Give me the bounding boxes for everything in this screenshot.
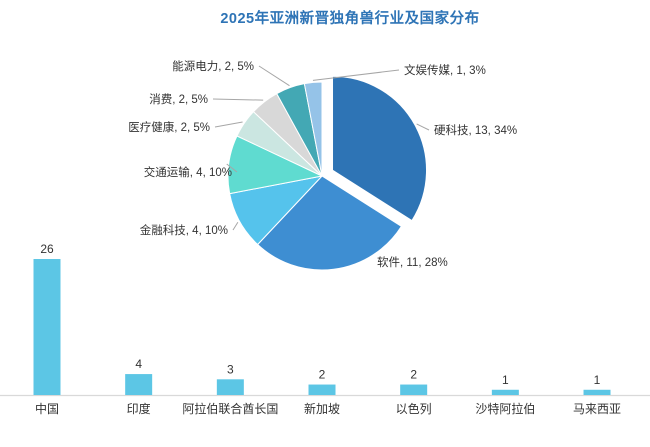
bar-value-label-以色列: 2 [410,368,417,382]
bar-value-label-阿拉伯联合酋长国: 3 [227,362,234,376]
leader-line-交通运输 [226,163,238,173]
pie-data-label-软件: 软件, 11, 28% [377,255,448,269]
leader-line-文娱传媒 [312,69,400,81]
bar-category-label-新加坡: 新加坡 [304,401,340,416]
bar-category-label-印度: 印度 [127,401,151,416]
pie-data-label-医疗健康: 医疗健康, 2, 5% [128,120,210,134]
bar-category-label-沙特阿拉伯: 沙特阿拉伯 [475,401,535,416]
page-title: 2025年亚洲新晋独角兽行业及国家分布 [220,11,480,27]
bar-value-label-印度: 4 [135,357,142,371]
bar-value-label-沙特阿拉伯: 1 [502,373,509,387]
bar-category-label-阿拉伯联合酋长国: 阿拉伯联合酋长国 [182,401,278,416]
pie-slice-硬科技 [332,75,427,222]
pie-slice-文娱传媒 [303,81,323,177]
pie-data-label-交通运输: 交通运输, 4, 10% [144,165,232,179]
bar-category-label-以色列: 以色列 [396,402,432,416]
pie-data-label-金融科技: 金融科技, 4, 10% [140,223,228,237]
leader-line-消费 [212,98,264,101]
pie-data-label-消费: 消费, 2, 5% [149,92,208,106]
pie-slice-软件 [256,175,403,271]
leader-line-医疗健康 [214,121,243,128]
bar-印度 [125,374,153,395]
leader-line-金融科技 [232,221,239,231]
leader-line-能源电力 [258,65,290,87]
bar-新加坡 [308,384,336,395]
leader-line-硬科技 [416,123,430,131]
bar-中国 [33,259,61,395]
bar-category-label-马来西亚: 马来西亚 [573,402,621,416]
bar-value-label-新加坡: 2 [319,368,326,382]
bar-category-label-中国: 中国 [35,401,59,416]
bar-以色列 [400,384,428,395]
pie-data-label-能源电力: 能源电力, 2, 5% [172,59,254,73]
bar-value-label-马来西亚: 1 [594,373,601,387]
bar-沙特阿拉伯 [491,389,519,395]
bar-马来西亚 [583,389,611,395]
bar-阿拉伯联合酋长国 [216,379,244,395]
pie-data-label-文娱传媒: 文娱传媒, 1, 3% [404,63,486,77]
pie-data-label-硬科技: 硬科技, 13, 34% [434,123,517,137]
bar-value-label-中国: 26 [40,242,54,256]
